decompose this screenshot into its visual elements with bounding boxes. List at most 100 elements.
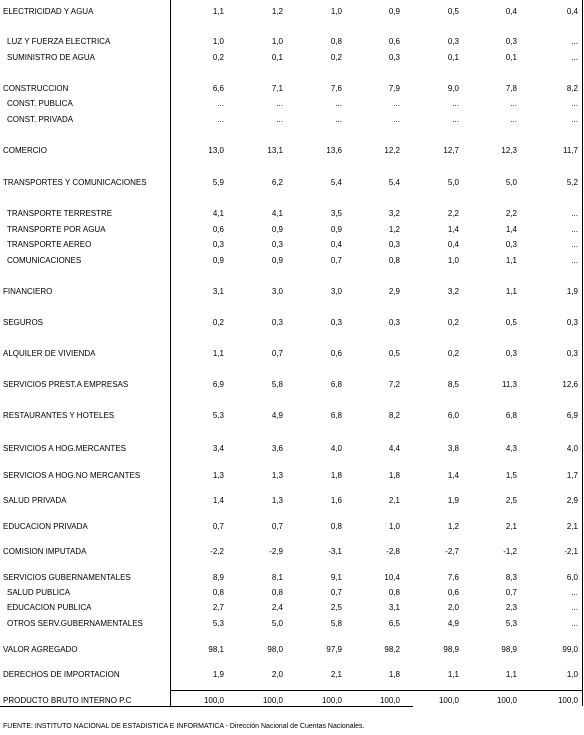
row-value: 2,1 <box>505 522 517 531</box>
row-value: 7,6 <box>330 84 342 93</box>
row-value: 0,9 <box>212 256 224 265</box>
row-value: ... <box>571 225 578 234</box>
row-value: 6,9 <box>566 411 578 420</box>
row-value: 3,2 <box>447 287 459 296</box>
row-value: 1,8 <box>388 670 400 679</box>
row-value: 1,4 <box>447 471 459 480</box>
row-value: 0,9 <box>388 7 400 16</box>
row-value: 0,5 <box>505 318 517 327</box>
bottom-rule <box>0 706 413 707</box>
row-value: 4,1 <box>271 209 283 218</box>
row-value: 97,9 <box>326 645 342 654</box>
row-value: 0,3 <box>212 240 224 249</box>
row-value: ... <box>217 99 224 108</box>
row-value: 0,6 <box>212 225 224 234</box>
row-value: 2,0 <box>271 670 283 679</box>
row-value: 0,9 <box>271 225 283 234</box>
row-value: -2,1 <box>564 547 578 556</box>
row-value: 2,1 <box>330 670 342 679</box>
row-value: 98,1 <box>208 645 224 654</box>
row-value: ... <box>510 99 517 108</box>
row-value: 98,9 <box>501 645 517 654</box>
row-value: 1,0 <box>330 7 342 16</box>
row-value: 8,9 <box>212 573 224 582</box>
row-value: 100,0 <box>557 696 578 705</box>
row-value: 0,7 <box>271 349 283 358</box>
row-value: 1,1 <box>447 670 459 679</box>
row-value: 5,2 <box>566 178 578 187</box>
row-value: 12,7 <box>443 146 459 155</box>
row-value: 0,2 <box>330 53 342 62</box>
row-value: 0,6 <box>330 349 342 358</box>
row-value: 7,8 <box>505 84 517 93</box>
row-value: 4,4 <box>388 444 400 453</box>
row-label: SERVICIOS GUBERNAMENTALES <box>3 573 131 582</box>
row-value: ... <box>510 115 517 124</box>
row-value: 100,0 <box>379 696 400 705</box>
row-value: 0,4 <box>330 240 342 249</box>
row-value: 6,2 <box>271 178 283 187</box>
row-value: 0,2 <box>212 318 224 327</box>
row-value: 12,6 <box>562 380 578 389</box>
row-value: 10,4 <box>384 573 400 582</box>
row-value: 8,2 <box>566 84 578 93</box>
row-value: 1,0 <box>447 256 459 265</box>
row-value: ... <box>217 115 224 124</box>
row-value: 0,8 <box>212 588 224 597</box>
row-value: 0,8 <box>271 588 283 597</box>
row-value: 0,3 <box>505 240 517 249</box>
row-value: 6,8 <box>330 380 342 389</box>
row-value: 4,0 <box>566 444 578 453</box>
row-label: RESTAURANTES Y HOTELES <box>3 411 115 420</box>
row-label: TRANSPORTES Y COMUNICACIONES <box>3 178 147 187</box>
row-value: 2,5 <box>505 496 517 505</box>
right-border <box>582 0 583 706</box>
row-label: ALQUILER DE VIVIENDA <box>3 349 96 358</box>
row-value: 2,9 <box>566 496 578 505</box>
row-value: 1,2 <box>388 225 400 234</box>
row-value: 1,0 <box>388 522 400 531</box>
row-value: 100,0 <box>203 696 224 705</box>
row-value: 3,4 <box>212 444 224 453</box>
row-value: 5,0 <box>505 178 517 187</box>
row-value: 2,9 <box>388 287 400 296</box>
row-value: 5,0 <box>447 178 459 187</box>
row-value: 1,1 <box>505 256 517 265</box>
row-value: 9,1 <box>330 573 342 582</box>
row-value: 100,0 <box>438 696 459 705</box>
row-value: 1,2 <box>447 522 459 531</box>
row-value: 0,7 <box>212 522 224 531</box>
row-value: 0,2 <box>212 53 224 62</box>
row-value: ... <box>571 53 578 62</box>
row-value: 0,3 <box>271 240 283 249</box>
row-value: 0,5 <box>388 349 400 358</box>
row-value: 1,0 <box>271 37 283 46</box>
row-value: 1,1 <box>505 670 517 679</box>
row-value: 13,0 <box>208 146 224 155</box>
row-label: TRANSPORTE POR AGUA <box>7 225 106 234</box>
row-value: 0,4 <box>447 240 459 249</box>
row-value: 2,1 <box>388 496 400 505</box>
row-value: 5,4 <box>330 178 342 187</box>
row-value: 6,8 <box>330 411 342 420</box>
row-value: 3,0 <box>330 287 342 296</box>
row-value: 3,0 <box>271 287 283 296</box>
row-value: 3,5 <box>330 209 342 218</box>
row-value: ... <box>571 603 578 612</box>
row-value: 98,0 <box>267 645 283 654</box>
row-label: SERVICIOS PREST.A EMPRESAS <box>3 380 129 389</box>
row-value: 1,7 <box>566 471 578 480</box>
row-value: 2,3 <box>505 603 517 612</box>
row-label: COMUNICACIONES <box>7 256 82 265</box>
row-value: 1,8 <box>388 471 400 480</box>
row-value: 99,0 <box>562 645 578 654</box>
row-value: 0,6 <box>388 37 400 46</box>
row-value: 0,3 <box>566 349 578 358</box>
row-value: 0,3 <box>505 37 517 46</box>
row-value: 3,1 <box>388 603 400 612</box>
row-value: 0,3 <box>271 318 283 327</box>
row-value: 0,1 <box>447 53 459 62</box>
row-value: -3,1 <box>328 547 342 556</box>
row-value: ... <box>276 115 283 124</box>
footer-source: FUENTE: INSTITUTO NACIONAL DE ESTADISTIC… <box>3 723 365 730</box>
